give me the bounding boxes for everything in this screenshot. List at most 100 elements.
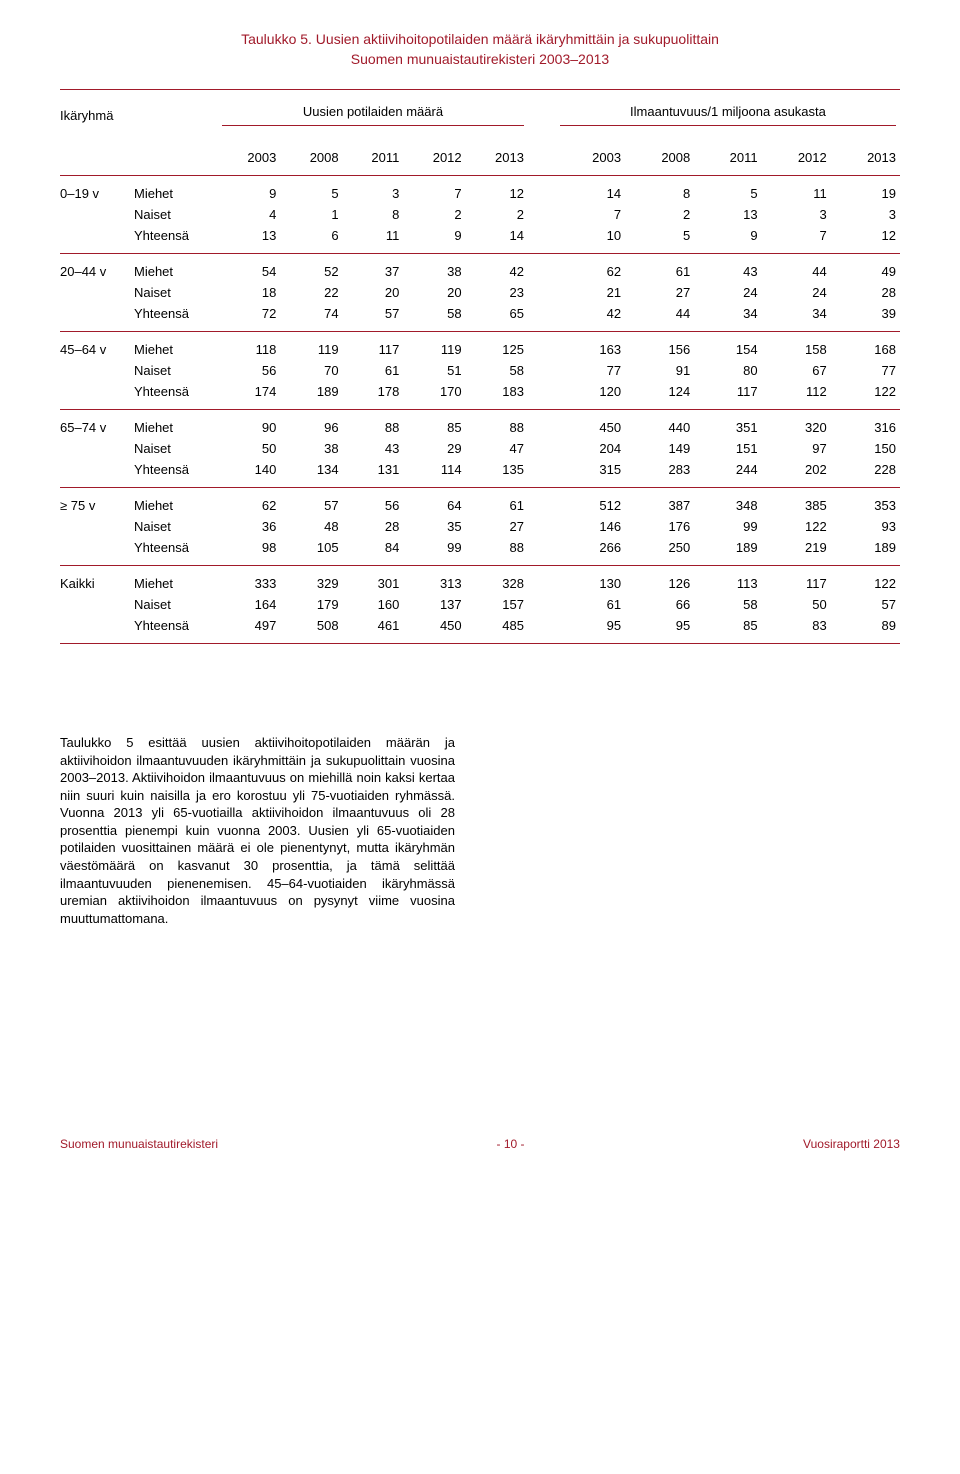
data-cell: 47 xyxy=(466,438,528,459)
age-group-label: Kaikki xyxy=(60,566,130,595)
data-cell: 320 xyxy=(762,410,831,439)
data-cell: 13 xyxy=(694,204,761,225)
data-cell: 158 xyxy=(762,332,831,361)
row-label: Yhteensä xyxy=(130,381,218,410)
data-cell: 48 xyxy=(280,516,342,537)
data-cell: 72 xyxy=(218,303,280,332)
data-cell: 228 xyxy=(831,459,900,488)
table-row: Yhteensä174189178170183120124117112122 xyxy=(60,381,900,410)
data-cell: 348 xyxy=(694,488,761,517)
data-cell: 131 xyxy=(343,459,404,488)
data-cell: 301 xyxy=(343,566,404,595)
table-row: 20–44 vMiehet54523738426261434449 xyxy=(60,254,900,283)
data-cell: 42 xyxy=(466,254,528,283)
age-group-label xyxy=(60,459,130,488)
table-row: Naiset503843294720414915197150 xyxy=(60,438,900,459)
data-cell: 461 xyxy=(343,615,404,644)
data-cell: 58 xyxy=(694,594,761,615)
data-cell: 85 xyxy=(694,615,761,644)
age-group-label: 45–64 v xyxy=(60,332,130,361)
data-cell: 49 xyxy=(831,254,900,283)
table-row: Naiset56706151587791806777 xyxy=(60,360,900,381)
data-cell: 66 xyxy=(625,594,694,615)
data-cell: 50 xyxy=(762,594,831,615)
data-cell: 134 xyxy=(280,459,342,488)
age-group-label xyxy=(60,360,130,381)
data-cell: 90 xyxy=(218,410,280,439)
data-cell: 313 xyxy=(403,566,465,595)
data-cell: 61 xyxy=(343,360,404,381)
table-row: Yhteensä140134131114135315283244202228 xyxy=(60,459,900,488)
data-cell: 189 xyxy=(280,381,342,410)
data-cell: 189 xyxy=(694,537,761,566)
row-label: Yhteensä xyxy=(130,303,218,332)
data-cell: 24 xyxy=(762,282,831,303)
data-cell: 485 xyxy=(466,615,528,644)
data-cell: 119 xyxy=(280,332,342,361)
data-cell: 57 xyxy=(280,488,342,517)
table-row: 65–74 vMiehet9096888588450440351320316 xyxy=(60,410,900,439)
data-cell: 2 xyxy=(403,204,465,225)
data-cell: 183 xyxy=(466,381,528,410)
age-group-label xyxy=(60,381,130,410)
data-cell: 135 xyxy=(466,459,528,488)
data-cell: 96 xyxy=(280,410,342,439)
data-cell: 21 xyxy=(556,282,625,303)
age-group-label: 0–19 v xyxy=(60,176,130,205)
data-cell: 84 xyxy=(343,537,404,566)
data-cell: 80 xyxy=(694,360,761,381)
data-cell: 385 xyxy=(762,488,831,517)
data-cell: 70 xyxy=(280,360,342,381)
data-cell: 124 xyxy=(625,381,694,410)
data-cell: 125 xyxy=(466,332,528,361)
data-cell: 38 xyxy=(280,438,342,459)
data-cell: 2 xyxy=(625,204,694,225)
age-group-label xyxy=(60,615,130,644)
data-cell: 5 xyxy=(625,225,694,254)
data-cell: 6 xyxy=(280,225,342,254)
data-cell: 7 xyxy=(556,204,625,225)
year-col: 2008 xyxy=(280,140,342,176)
data-cell: 333 xyxy=(218,566,280,595)
data-cell: 34 xyxy=(694,303,761,332)
data-cell: 14 xyxy=(466,225,528,254)
data-cell: 61 xyxy=(466,488,528,517)
data-cell: 5 xyxy=(694,176,761,205)
data-cell: 8 xyxy=(625,176,694,205)
data-cell: 22 xyxy=(280,282,342,303)
data-cell: 176 xyxy=(625,516,694,537)
data-cell: 56 xyxy=(218,360,280,381)
age-group-label xyxy=(60,204,130,225)
data-cell: 99 xyxy=(403,537,465,566)
data-cell: 39 xyxy=(831,303,900,332)
age-group-label xyxy=(60,225,130,254)
data-cell: 44 xyxy=(762,254,831,283)
table-title-block: Taulukko 5. Uusien aktiivihoitopotilaide… xyxy=(60,30,900,69)
data-cell: 91 xyxy=(625,360,694,381)
table-row: Naiset41822721333 xyxy=(60,204,900,225)
data-cell: 44 xyxy=(625,303,694,332)
data-cell: 5 xyxy=(280,176,342,205)
data-cell: 95 xyxy=(625,615,694,644)
year-col: 2011 xyxy=(694,140,761,176)
row-label: Yhteensä xyxy=(130,225,218,254)
data-cell: 117 xyxy=(762,566,831,595)
data-cell: 51 xyxy=(403,360,465,381)
row-label: Miehet xyxy=(130,332,218,361)
data-cell: 149 xyxy=(625,438,694,459)
data-cell: 18 xyxy=(218,282,280,303)
data-cell: 19 xyxy=(831,176,900,205)
data-cell: 1 xyxy=(280,204,342,225)
age-group-label xyxy=(60,594,130,615)
data-cell: 164 xyxy=(218,594,280,615)
explanatory-paragraph: Taulukko 5 esittää uusien aktiivihoitopo… xyxy=(60,734,455,927)
data-cell: 13 xyxy=(218,225,280,254)
data-table: Ikäryhmä Uusien potilaiden määrä Ilmaant… xyxy=(60,89,900,644)
data-cell: 98 xyxy=(218,537,280,566)
data-cell: 24 xyxy=(694,282,761,303)
span-header-counts: Uusien potilaiden määrä xyxy=(218,90,528,141)
data-cell: 120 xyxy=(556,381,625,410)
data-cell: 88 xyxy=(343,410,404,439)
data-cell: 52 xyxy=(280,254,342,283)
data-cell: 450 xyxy=(556,410,625,439)
